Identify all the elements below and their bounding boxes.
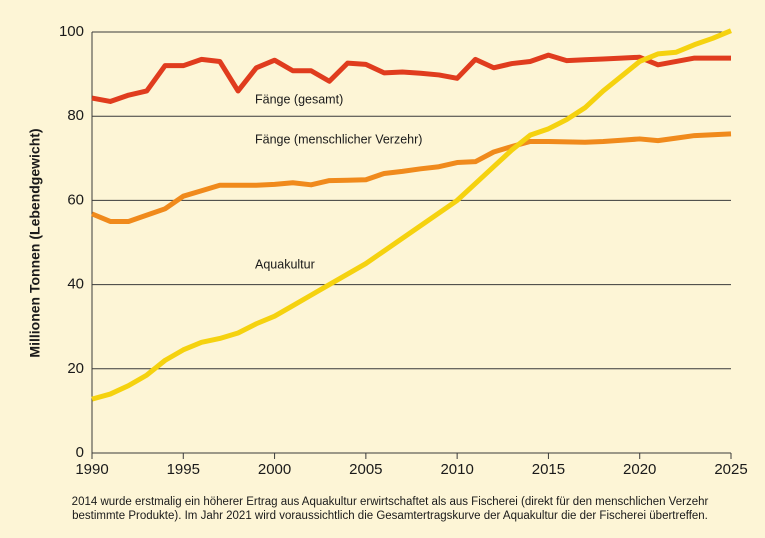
x-tick-label: 2010 <box>440 461 473 478</box>
x-tick-label: 2020 <box>623 461 656 478</box>
x-tick-label: 1995 <box>167 461 200 478</box>
y-tick-label: 0 <box>76 444 84 461</box>
series-line <box>91 28 732 402</box>
series-label: Fänge (gesamt) <box>255 92 343 106</box>
x-tick-label: 2015 <box>532 461 565 478</box>
x-tick-label: 1990 <box>75 461 108 478</box>
y-tick-label: 20 <box>67 360 84 377</box>
series-line <box>91 131 732 224</box>
y-tick-label: 80 <box>67 107 84 124</box>
y-tick-label: 60 <box>67 191 84 208</box>
x-tick-label: 2025 <box>714 461 747 478</box>
y-tick-label: 40 <box>67 276 84 293</box>
x-tick-label: 2005 <box>349 461 382 478</box>
caption: bestimmte Produkte). Im Jahr 2021 wird v… <box>72 510 708 522</box>
series-label: Aquakultur <box>255 257 315 271</box>
series-label: Fänge (menschlicher Verzehr) <box>255 132 422 146</box>
caption: 2014 wurde erstmalig ein höherer Ertrag … <box>72 496 709 508</box>
y-tick-label: 100 <box>59 23 84 40</box>
y-axis-label: Millionen Tonnen (Lebendgewicht) <box>27 128 43 357</box>
series-line <box>91 52 731 104</box>
x-tick-label: 2000 <box>258 461 291 478</box>
